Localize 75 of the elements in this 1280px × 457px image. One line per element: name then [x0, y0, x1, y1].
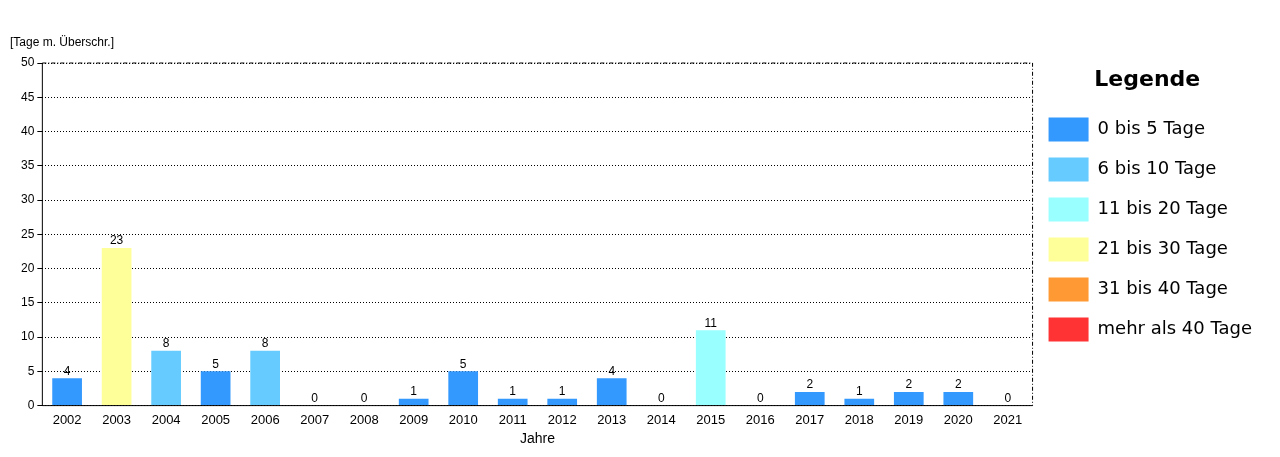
bar: [497, 398, 528, 406]
data-label: 2: [905, 377, 913, 392]
y-tick-label: 25: [20, 226, 35, 241]
data-label: 5: [212, 356, 220, 371]
x-tick-label: 2017: [795, 411, 825, 427]
y-tick-label: 45: [20, 89, 35, 104]
data-label: 11: [704, 315, 718, 330]
x-tick-label: 2008: [349, 411, 379, 427]
x-tick-label: 2006: [250, 411, 280, 427]
x-tick-label: 2018: [844, 411, 874, 427]
bar: [547, 398, 578, 406]
data-label: 1: [558, 384, 566, 399]
bar: [151, 350, 181, 406]
data-label: 8: [162, 336, 170, 351]
bar: [101, 248, 132, 406]
x-tick-label: 2013: [597, 411, 627, 427]
data-label: 1: [509, 384, 517, 399]
y-tick-label: 5: [27, 363, 35, 378]
bar: [250, 350, 280, 406]
data-label: 8: [261, 336, 269, 351]
y-tick-label: 40: [20, 123, 35, 138]
bar: [200, 371, 231, 406]
x-tick-label: 2004: [151, 411, 181, 427]
data-label: 4: [608, 363, 616, 378]
y-tick-label: 35: [20, 158, 35, 173]
x-tick-label: 2019: [894, 411, 924, 427]
y-tick-label: 30: [20, 192, 35, 207]
x-tick-label: 2014: [646, 411, 676, 427]
x-tick-label: 2003: [102, 411, 132, 427]
legend-label: 0 bis 5 Tage: [1097, 117, 1205, 139]
x-tick-label: 2016: [745, 411, 775, 427]
legend-label: 11 bis 20 Tage: [1097, 197, 1228, 219]
bar: [695, 330, 726, 406]
y-tick-label: 15: [20, 295, 35, 310]
data-label: 0: [1004, 390, 1012, 405]
data-label: 2: [954, 377, 962, 392]
data-label: 1: [855, 384, 863, 399]
bar: [844, 398, 875, 406]
legend-label: 6 bis 10 Tage: [1097, 157, 1217, 179]
x-tick-label: 2011: [498, 411, 527, 427]
x-tick-label: 2021: [993, 411, 1023, 427]
data-label: 2: [806, 377, 814, 392]
legend-label: mehr als 40 Tage: [1097, 317, 1253, 339]
data-label: 0: [360, 390, 368, 405]
y-tick-label: 20: [20, 260, 35, 275]
data-label: 0: [756, 390, 764, 405]
x-tick-label: 2020: [943, 411, 973, 427]
legend-title: Legende: [1094, 65, 1201, 91]
bar: [448, 371, 479, 406]
x-tick-label: 2010: [448, 411, 478, 427]
data-label: 1: [410, 384, 418, 399]
x-tick-label: 2015: [696, 411, 726, 427]
legend-label: 21 bis 30 Tage: [1097, 237, 1228, 259]
x-tick-label: 2002: [52, 411, 82, 427]
bar: [52, 378, 82, 406]
bar: [893, 391, 924, 406]
data-label: 0: [657, 390, 665, 405]
legend-label: 31 bis 40 Tage: [1097, 277, 1228, 299]
y-tick-label: 0: [27, 397, 35, 412]
x-tick-label: 2007: [300, 411, 330, 427]
bar: [943, 391, 974, 406]
y-tick-label: 50: [20, 55, 35, 70]
data-label: 4: [63, 363, 71, 378]
data-label: 0: [311, 390, 319, 405]
x-tick-label: 2012: [547, 411, 577, 427]
data-label: 23: [109, 233, 124, 248]
x-tick-label: 2009: [399, 411, 429, 427]
y-tick-label: 10: [20, 329, 35, 344]
data-label: 5: [459, 356, 467, 371]
bar: [596, 378, 627, 406]
bar: [398, 398, 429, 406]
x-tick-label: 2005: [201, 411, 231, 427]
x-axis-title: Jahre: [519, 430, 556, 447]
y-axis-title: [Tage m. Überschr.]: [10, 35, 115, 50]
bar: [794, 391, 825, 406]
